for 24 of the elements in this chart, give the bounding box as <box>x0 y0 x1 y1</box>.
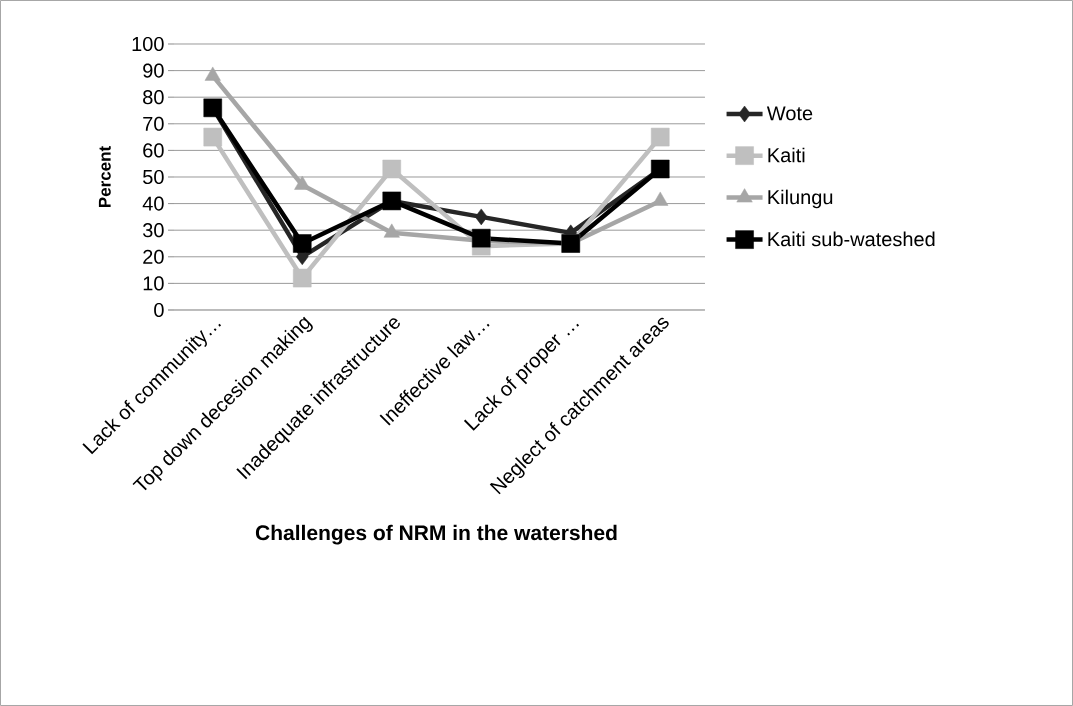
point <box>651 127 670 147</box>
y-tick-label: 40 <box>142 196 164 211</box>
point <box>382 159 401 179</box>
y-tick-label: 80 <box>143 90 164 105</box>
x-axis-title: Challenges of NRM in the watershed <box>255 524 617 545</box>
y-tick-label: 70 <box>143 116 164 131</box>
y-tick-label: 20 <box>143 249 164 264</box>
legend-label: Kaiti <box>768 147 805 163</box>
point <box>293 234 312 253</box>
point <box>293 268 312 288</box>
legend-label: Kilungu <box>768 189 833 209</box>
point <box>475 208 488 226</box>
legend-label: Kaiti sub-wateshed <box>768 231 935 247</box>
y-axis-title: Percent <box>98 146 111 208</box>
y-tick-label: 60 <box>143 143 164 158</box>
y-tick-label: 0 <box>154 302 164 318</box>
legend-label: Wote <box>766 106 813 121</box>
y-tick-label: 50 <box>143 169 164 185</box>
y-tick-label: 90 <box>143 63 164 78</box>
point <box>203 98 223 118</box>
y-tick-label: 10 <box>143 276 164 291</box>
y-tick-label: 30 <box>143 223 164 238</box>
point <box>203 127 223 147</box>
y-tick-label: 100 <box>132 36 164 52</box>
